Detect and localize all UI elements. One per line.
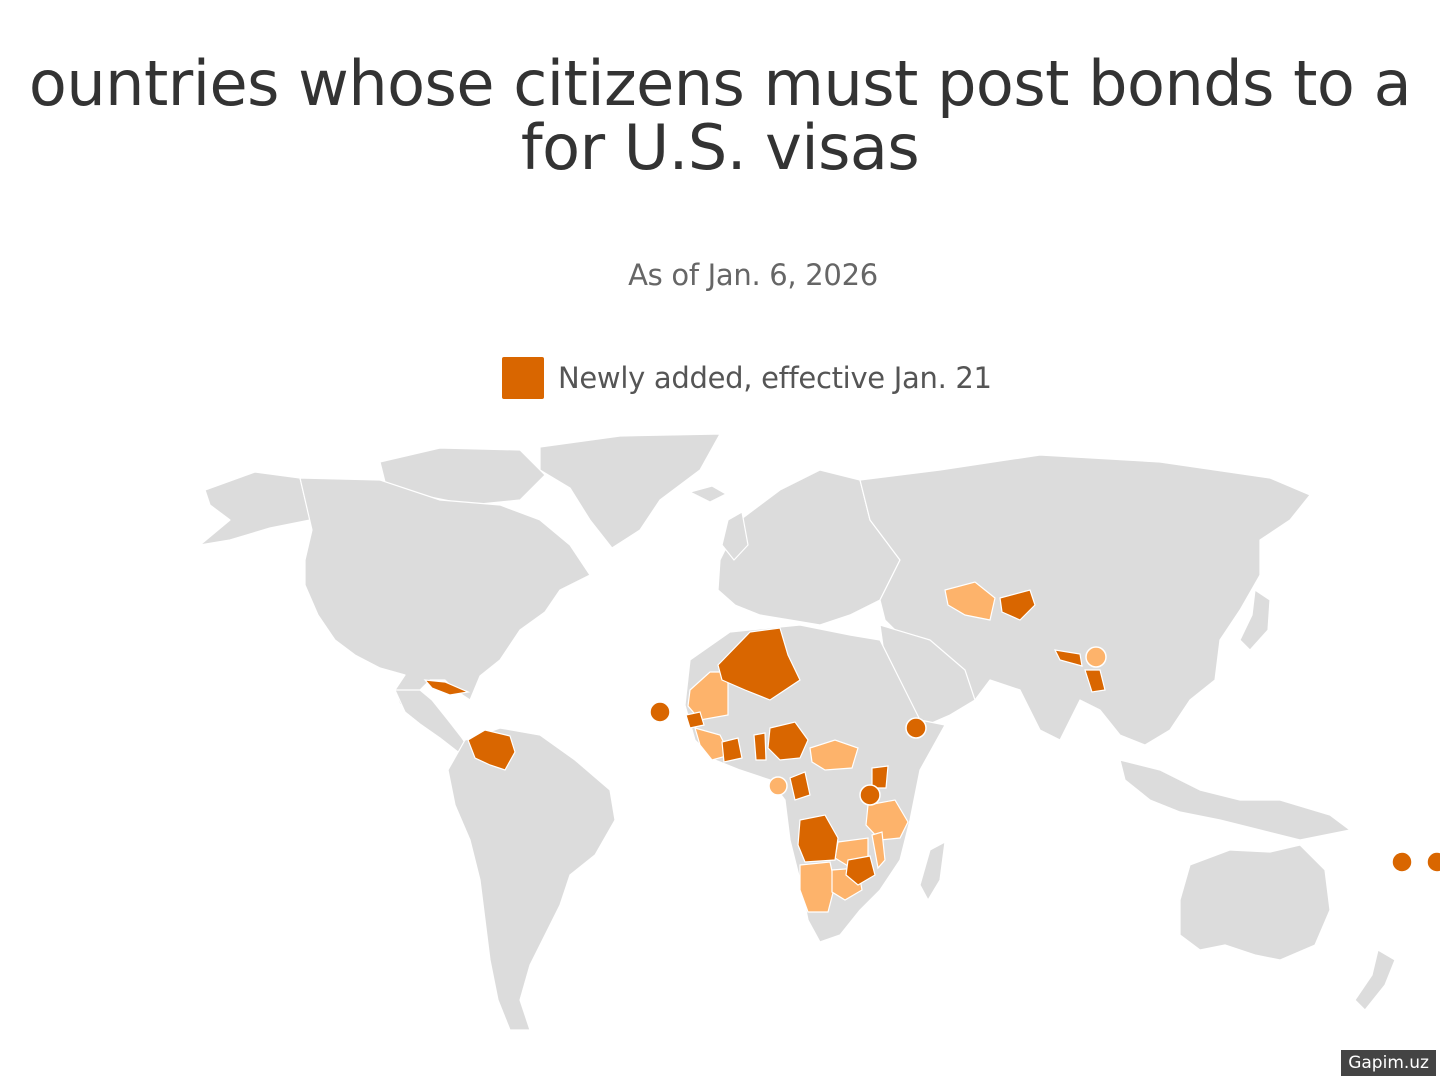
chart-title: ountries whose citizens must post bonds … [0, 52, 1440, 180]
legend-swatch-newly-added [502, 357, 544, 399]
country-cote-divoire [721, 737, 743, 763]
subtitle: As of Jan. 6, 2026 [628, 258, 878, 292]
country-mauritania [687, 671, 729, 721]
land-se-asia-islands [1119, 759, 1351, 841]
marker-djibouti [905, 717, 927, 739]
land-japan [1239, 589, 1271, 651]
country-cameroon [789, 771, 811, 801]
land-south-america [447, 727, 616, 1031]
newly-added-layer [423, 589, 1106, 886]
watermark: Gapim.uz [1341, 1050, 1436, 1076]
title-line-1: ountries whose citizens must post bonds … [28, 47, 1412, 120]
world-map [0, 420, 1440, 1060]
country-angola [797, 814, 839, 863]
country-cuba [423, 679, 471, 696]
country-senegal [685, 711, 705, 729]
land-alaska [199, 471, 311, 546]
country-bangladesh [1084, 669, 1106, 693]
country-zimbabwe [845, 855, 876, 886]
land-north-america [299, 477, 591, 706]
marker-sao-tome [768, 776, 788, 796]
land-layer [199, 433, 1396, 1031]
marker-vanuatu [1391, 851, 1413, 873]
country-tajikistan-kyrgyzstan [999, 589, 1036, 621]
country-nepal [1053, 649, 1083, 667]
country-venezuela [467, 729, 516, 771]
legend-label: Newly added, effective Jan. 21 [558, 361, 992, 395]
legend: Newly added, effective Jan. 21 [502, 356, 992, 400]
country-togo-benin [753, 732, 767, 761]
country-tanzania [865, 799, 909, 841]
marker-burundi [859, 784, 881, 806]
small-country-markers [649, 646, 1440, 873]
country-namibia [799, 861, 836, 913]
marker-cabo-verde [649, 701, 671, 723]
land-iceland [689, 485, 727, 503]
marker-bhutan [1085, 646, 1107, 668]
country-uganda [871, 765, 889, 789]
country-algeria [717, 627, 801, 701]
marker-fiji [1426, 851, 1440, 873]
country-west-africa-coast [694, 727, 731, 761]
country-malawi [871, 831, 886, 870]
title-line-2: for U.S. visas [520, 111, 920, 184]
land-central-america [394, 689, 471, 753]
land-australia [1179, 844, 1331, 961]
land-madagascar [919, 841, 946, 901]
world-map-svg [199, 433, 1440, 1031]
land-greenland [539, 433, 721, 549]
country-central-african-republic [809, 739, 859, 771]
land-new-zealand [1354, 949, 1396, 1011]
country-turkmenistan [944, 581, 996, 621]
country-nigeria [767, 721, 809, 761]
land-uk [721, 511, 749, 561]
